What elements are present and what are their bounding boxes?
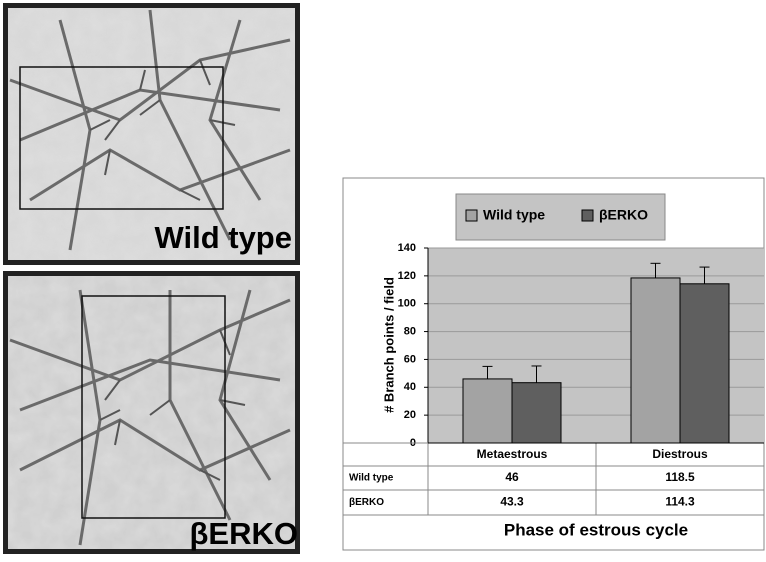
image-label: Wild type [154,220,292,255]
legend-label: βERKO [599,207,648,223]
y-axis-title: # Branch points / field [381,277,396,413]
y-tick-label: 100 [398,298,416,310]
table-value: 43.3 [500,495,524,509]
legend-swatch [582,210,593,221]
y-tick-label: 20 [404,409,416,421]
bar [680,284,729,443]
bar [463,379,512,443]
figure: Wild type βERKO # Branch points / field … [0,0,766,557]
legend-label: Wild type [483,207,545,223]
wild-type-image: Wild type [3,3,300,265]
berko-image: βERKO [3,271,300,554]
bar [512,383,561,443]
y-tick-label: 120 [398,270,416,282]
y-tick-label: 80 [404,325,416,337]
page: Wild type βERKO # Branch points / field … [0,0,766,557]
legend-swatch [466,210,477,221]
x-tick-label: Diestrous [652,447,708,461]
x-axis-title: Phase of estrous cycle [504,520,688,539]
table-value: 46 [505,470,519,484]
bar [631,278,680,443]
y-tick-label: 40 [404,381,416,393]
table-value: 118.5 [665,470,695,484]
image-label: βERKO [190,516,299,551]
row-label: Wild type [349,473,394,484]
table-value: 114.3 [665,495,695,509]
x-tick-label: Metaestrous [477,447,548,461]
row-label: βERKO [349,497,384,508]
y-tick-label: 60 [404,353,416,365]
y-tick-label: 140 [398,242,416,254]
